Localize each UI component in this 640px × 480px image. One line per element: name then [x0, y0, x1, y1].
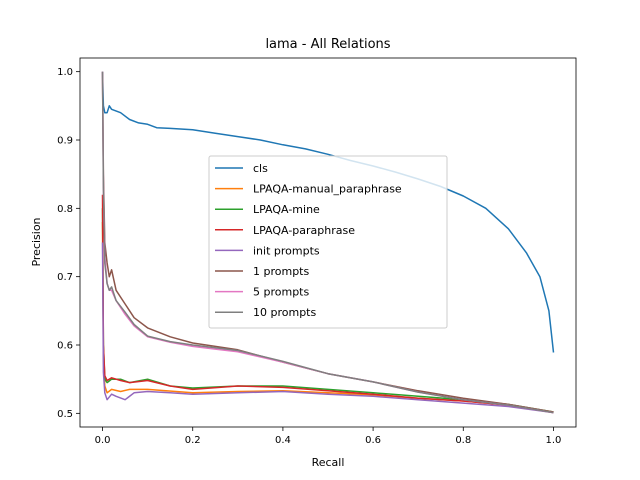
chart-title: lama - All Relations — [265, 37, 390, 52]
legend-box — [208, 155, 448, 329]
x-axis-label: Recall — [312, 456, 345, 469]
y-tick-label: 0.5 — [57, 409, 73, 420]
legend-label-6: 5 prompts — [253, 286, 309, 299]
y-axis: 0.5 0.6 0.7 0.8 0.9 1.0 — [57, 67, 80, 420]
legend-label-3: LPAQA-paraphrase — [253, 224, 355, 237]
series-line-4 — [101, 242, 554, 414]
legend-label-2: LPAQA-mine — [253, 203, 320, 216]
x-tick-label: 0.0 — [95, 435, 111, 446]
x-tick-label: 0.6 — [365, 435, 381, 446]
x-tick-label: 1.0 — [546, 435, 562, 446]
plot-area — [101, 71, 555, 414]
legend-label-7: 10 prompts — [253, 306, 316, 319]
series-line-7 — [101, 71, 554, 414]
x-tick-label: 0.8 — [455, 435, 471, 446]
legend: cls LPAQA-manual_paraphrase LPAQA-mine LPAQ… — [208, 155, 448, 329]
y-axis-label: Precision — [30, 217, 43, 266]
y-tick-label: 0.7 — [57, 272, 73, 283]
series-line-0 — [101, 71, 555, 353]
legend-label-0: cls — [253, 162, 268, 175]
legend-label-5: 1 prompts — [253, 265, 309, 278]
legend-label-1: LPAQA-manual_paraphrase — [253, 183, 402, 196]
series-line-5 — [101, 71, 554, 413]
y-tick-label: 1.0 — [57, 67, 73, 78]
y-tick-label: 0.9 — [57, 136, 73, 147]
x-axis: 0.0 0.2 0.4 0.6 0.8 1.0 — [95, 427, 562, 446]
x-tick-label: 0.2 — [185, 435, 201, 446]
axes-frame — [79, 57, 577, 428]
y-tick-label: 0.6 — [57, 341, 73, 352]
legend-label-4: init prompts — [253, 244, 320, 257]
y-tick-label: 0.8 — [57, 204, 73, 215]
x-tick-label: 0.4 — [275, 435, 291, 446]
series-line-3 — [101, 194, 554, 414]
